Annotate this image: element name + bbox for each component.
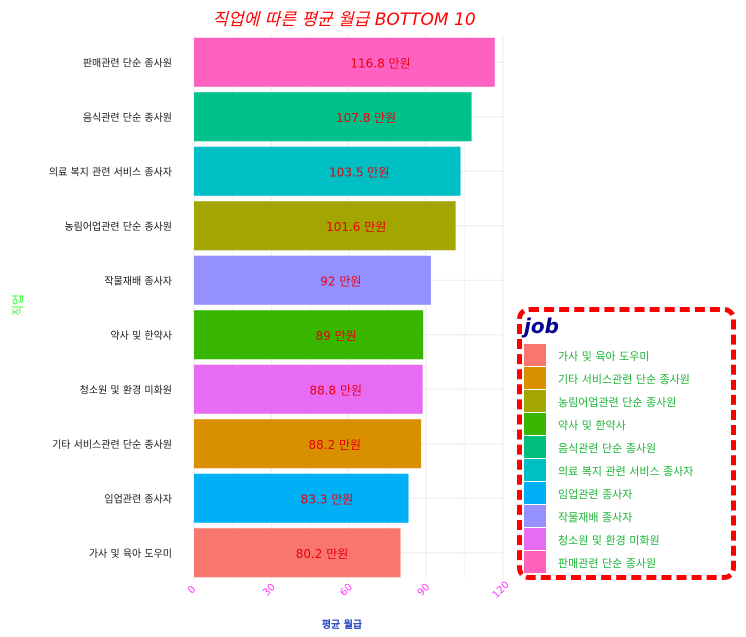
bar: [194, 255, 431, 305]
legend-key: [524, 459, 546, 481]
bar: [194, 201, 456, 251]
category-label: 가사 및 육아 도우미: [89, 548, 172, 560]
x-tick-label: 90: [416, 582, 433, 599]
x-tick-label: 120: [491, 580, 512, 601]
legend-label: 음식관련 단순 종사원: [558, 442, 657, 455]
legend-title: job: [524, 314, 559, 338]
legend-label: 임업관련 종사자: [558, 488, 633, 501]
legend-key: [524, 413, 546, 435]
value-labels: 116.8 만원 107.8 만원 103.5 만원 101.6 만원 92 만원 89 …: [296, 56, 411, 561]
legend-label: 청소원 및 환경 미화원: [558, 534, 660, 547]
legend-box: [517, 307, 736, 580]
value-label: 107.8 만원: [336, 111, 396, 125]
x-tick-label: 0: [186, 584, 198, 596]
legend-key: [524, 436, 546, 458]
legend-key: [524, 528, 546, 550]
legend-key: [524, 551, 546, 573]
legend-key: [524, 367, 546, 389]
value-label: 89 만원: [316, 329, 357, 343]
y-axis-label: 직업: [11, 294, 25, 316]
bar: [194, 146, 461, 196]
x-tick-label: 30: [261, 582, 278, 599]
category-label: 작물재배 종사자: [104, 275, 172, 287]
value-label: 116.8 만원: [350, 56, 410, 70]
category-label: 임업관련 종사자: [104, 492, 172, 505]
x-tick-label: 60: [338, 582, 355, 599]
bar: [194, 310, 424, 360]
chart-title: 직업에 따른 평균 월급 BOTTOM 10: [212, 10, 475, 30]
bar: [194, 419, 422, 469]
value-label: 88.2 만원: [308, 438, 361, 452]
bars-group: [194, 37, 495, 578]
value-label: 88.8 만원: [309, 383, 362, 397]
legend-key: [524, 390, 546, 412]
value-label: 92 만원: [320, 274, 361, 288]
category-label: 음식관련 단순 종사원: [83, 112, 172, 124]
legend-label: 판매관련 단순 종사원: [558, 557, 657, 570]
legend-label: 의료 복지 관련 서비스 종사자: [558, 465, 694, 478]
legend-key: [524, 482, 546, 504]
bar: [194, 37, 495, 87]
legend-label: 기타 서비스관련 단순 종사원: [558, 373, 690, 386]
bar: [194, 92, 472, 142]
category-label: 농림어업관련 단순 종사원: [64, 220, 172, 233]
legend-key: [524, 344, 546, 366]
legend-label: 농림어업관련 단순 종사원: [558, 396, 677, 409]
bar: [194, 364, 423, 414]
category-label: 청소원 및 환경 미화원: [80, 383, 172, 396]
value-label: 83.3 만원: [301, 492, 354, 506]
category-label: 약사 및 한약사: [110, 330, 172, 342]
x-tick-labels: 0 30 60 90 120: [186, 580, 512, 601]
value-label: 101.6 만원: [326, 220, 386, 234]
legend-key: [524, 505, 546, 527]
value-label: 103.5 만원: [329, 165, 389, 179]
value-label: 80.2 만원: [296, 547, 349, 561]
category-label: 판매관련 단순 종사원: [83, 57, 172, 69]
legend-label: 약사 및 한약사: [558, 419, 626, 432]
category-label: 의료 복지 관련 서비스 종사자: [49, 166, 172, 178]
legend-label: 가사 및 육아 도우미: [558, 350, 650, 363]
bar: [194, 528, 401, 578]
x-axis-label: 평균 월급: [322, 618, 362, 631]
bar: [194, 473, 409, 523]
legend-label: 작물재배 종사자: [558, 511, 633, 524]
category-label: 기타 서비스관련 단순 종사원: [52, 439, 172, 451]
